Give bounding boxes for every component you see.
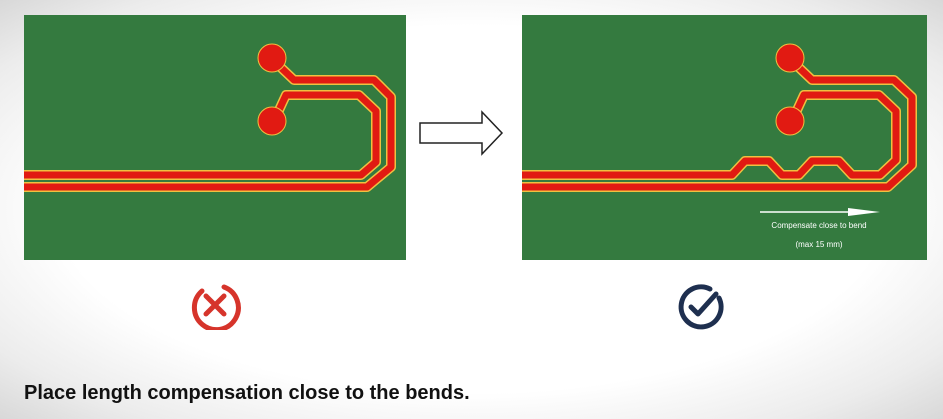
pcb-panel-after: Compensate close to bend (max 15 mm) <box>522 15 927 260</box>
compensation-note: Compensate close to bend <box>771 221 867 230</box>
annotation-arrow <box>760 208 880 216</box>
pad-lower <box>775 106 805 136</box>
pad-upper <box>775 43 805 73</box>
pad-lower <box>257 106 287 136</box>
pad-upper <box>257 43 287 73</box>
pcb-panel-before <box>24 15 406 260</box>
x-circle-icon <box>191 284 241 330</box>
trace-lower <box>24 90 381 180</box>
trace-upper <box>522 57 917 192</box>
pcb-after-drawing <box>522 43 917 216</box>
trace-lower-compensated <box>522 90 901 180</box>
caption: Place length compensation close to the b… <box>24 382 470 404</box>
trace-upper <box>24 57 396 192</box>
compensation-limit-note: (max 15 mm) <box>795 240 843 249</box>
check-circle-icon <box>678 284 724 330</box>
right-arrow-icon <box>419 110 504 156</box>
pcb-before-drawing <box>24 43 396 192</box>
